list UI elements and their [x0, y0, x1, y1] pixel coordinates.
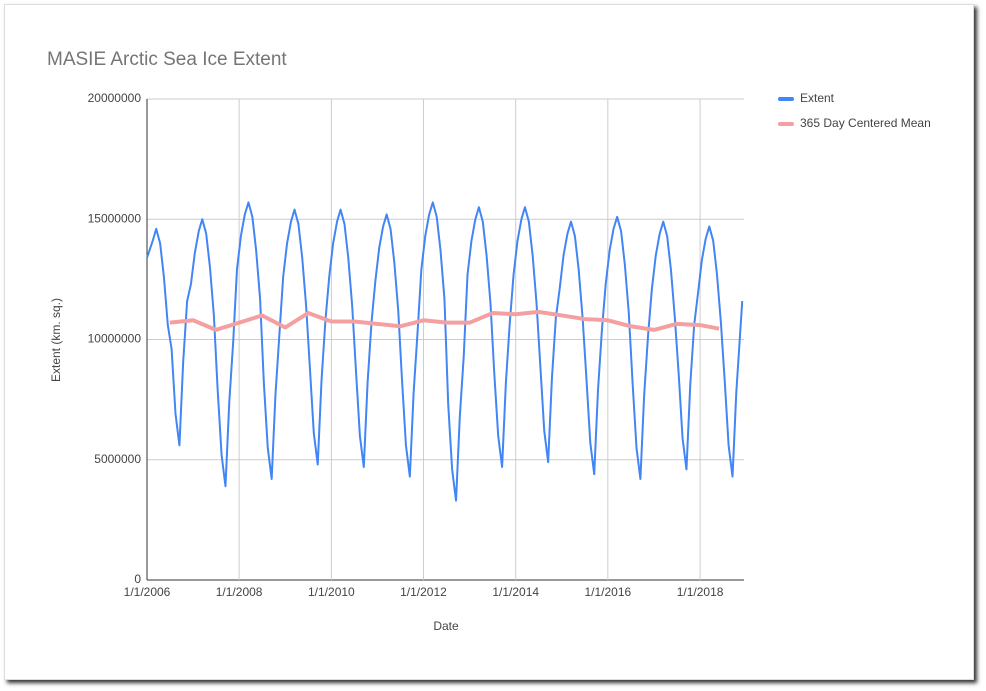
- y-axis-label: Extent (km. sq.): [49, 298, 63, 382]
- x-tick-label: 1/1/2018: [677, 585, 724, 599]
- y-tick-label: 0: [134, 572, 141, 586]
- x-axis-label: Date: [433, 619, 459, 633]
- legend-label: Extent: [800, 91, 835, 105]
- y-tick-label: 10000000: [88, 332, 142, 346]
- x-tick-label: 1/1/2012: [400, 585, 447, 599]
- x-tick-label: 1/1/2010: [308, 585, 355, 599]
- series-line: [146, 201, 744, 502]
- series-line: [169, 309, 720, 332]
- x-tick-label: 1/1/2008: [216, 585, 263, 599]
- y-tick-label: 20000000: [88, 91, 142, 105]
- y-tick-label: 15000000: [88, 211, 142, 225]
- chart-title: MASIE Arctic Sea Ice Extent: [47, 49, 287, 70]
- x-tick-label: 1/1/2016: [584, 585, 631, 599]
- x-tick-label: 1/1/2006: [124, 585, 171, 599]
- legend-label: 365 Day Centered Mean: [800, 116, 931, 130]
- chart-card: [4, 4, 974, 680]
- y-tick-label: 5000000: [94, 452, 141, 466]
- x-tick-label: 1/1/2014: [492, 585, 539, 599]
